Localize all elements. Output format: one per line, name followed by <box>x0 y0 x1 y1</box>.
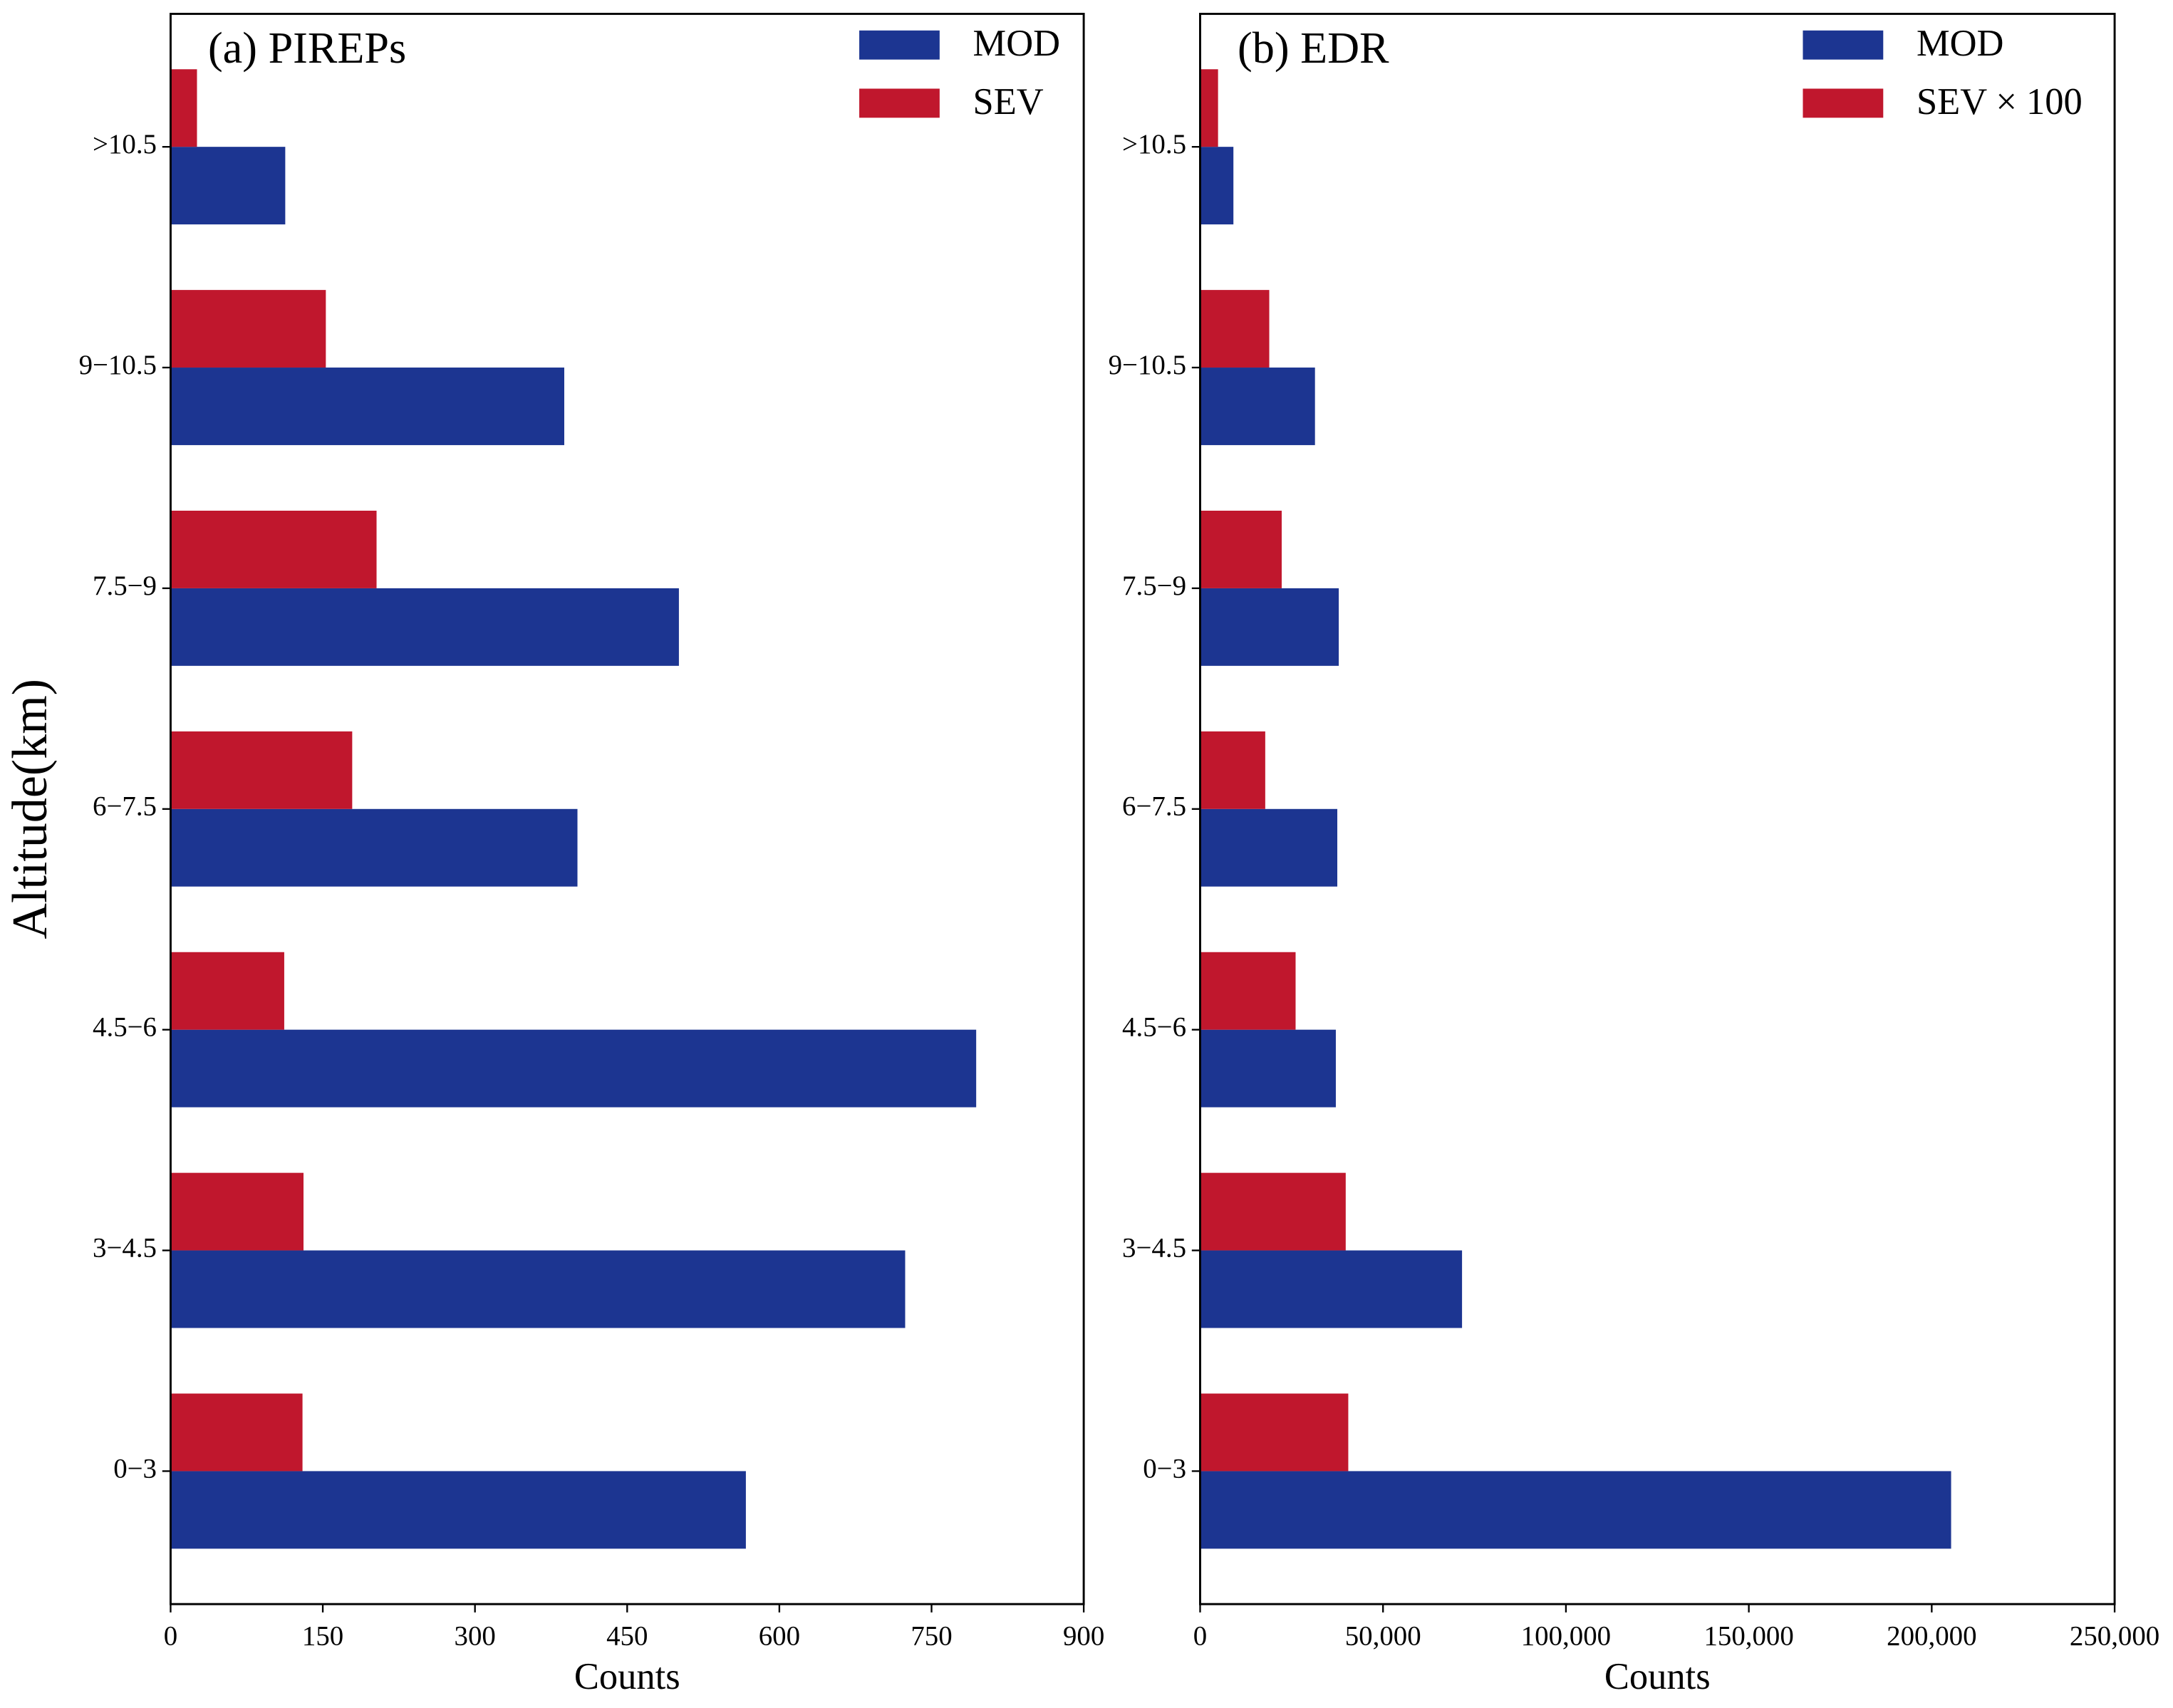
bar <box>170 511 377 588</box>
bar <box>1200 1393 1349 1472</box>
bar <box>170 1172 304 1251</box>
bar <box>1200 952 1296 1030</box>
x-tick-label: 0 <box>1193 1621 1207 1652</box>
y-tick-label: 7.5−9 <box>1122 571 1186 601</box>
bar <box>170 290 326 368</box>
bar <box>170 368 564 445</box>
bar <box>1200 1471 1951 1549</box>
bar <box>170 1250 906 1328</box>
bar <box>170 731 353 809</box>
legend-swatch <box>859 88 940 118</box>
y-tick-label: 3−4.5 <box>1122 1232 1186 1263</box>
bar <box>1200 368 1315 445</box>
x-tick-label: 600 <box>759 1621 800 1652</box>
panel-title: (a) PIREPs <box>208 24 406 73</box>
legend-label: MOD <box>973 23 1061 64</box>
x-tick-label: 100,000 <box>1521 1621 1611 1652</box>
y-tick-label: 6−7.5 <box>1122 791 1186 822</box>
x-axis-label: Counts <box>1604 1656 1711 1697</box>
legend-label: SEV × 100 <box>1917 81 2083 123</box>
y-tick-label: 7.5−9 <box>93 571 157 601</box>
panel-title: (b) EDR <box>1238 24 1389 73</box>
x-tick-label: 250,000 <box>2070 1621 2159 1652</box>
bar <box>1200 290 1270 368</box>
legend-swatch <box>1803 30 1884 60</box>
bar <box>1200 588 1339 666</box>
bar <box>1200 511 1282 588</box>
y-tick-label: 4.5−6 <box>1122 1012 1186 1043</box>
x-tick-label: 900 <box>1063 1621 1104 1652</box>
bar <box>1200 1029 1336 1108</box>
y-axis-label: Altitude(km) <box>3 679 58 939</box>
bar <box>1200 731 1265 809</box>
y-tick-label: >10.5 <box>1122 129 1186 160</box>
bar <box>170 147 286 225</box>
bar <box>170 1471 746 1549</box>
y-tick-label: 6−7.5 <box>93 791 157 822</box>
x-tick-label: 300 <box>455 1621 496 1652</box>
bar <box>1200 147 1234 225</box>
x-axis-label: Counts <box>574 1656 680 1697</box>
x-tick-label: 200,000 <box>1887 1621 1976 1652</box>
x-tick-label: 50,000 <box>1345 1621 1421 1652</box>
legend-swatch <box>1803 88 1884 118</box>
y-tick-label: >10.5 <box>93 129 157 160</box>
bar <box>170 1029 977 1108</box>
legend-label: MOD <box>1917 23 2004 64</box>
y-tick-label: 3−4.5 <box>93 1232 157 1263</box>
legend-label: SEV <box>973 81 1044 123</box>
legend-swatch <box>859 30 940 60</box>
bar <box>1200 1172 1346 1251</box>
bar <box>170 1393 303 1472</box>
y-tick-label: 9−10.5 <box>1109 350 1186 380</box>
bar <box>1200 808 1338 887</box>
x-tick-label: 0 <box>164 1621 177 1652</box>
x-tick-label: 150 <box>302 1621 343 1652</box>
y-tick-label: 0−3 <box>113 1453 157 1484</box>
bar <box>1200 69 1218 147</box>
bar <box>1200 1250 1463 1328</box>
bar <box>170 69 197 147</box>
x-tick-label: 150,000 <box>1703 1621 1793 1652</box>
x-tick-label: 450 <box>606 1621 648 1652</box>
y-tick-label: 4.5−6 <box>93 1012 157 1043</box>
y-tick-label: 0−3 <box>1143 1453 1186 1484</box>
y-tick-label: 9−10.5 <box>79 350 157 380</box>
bar <box>170 808 578 887</box>
x-tick-label: 750 <box>911 1621 952 1652</box>
bar <box>170 952 284 1030</box>
bar <box>170 588 679 666</box>
